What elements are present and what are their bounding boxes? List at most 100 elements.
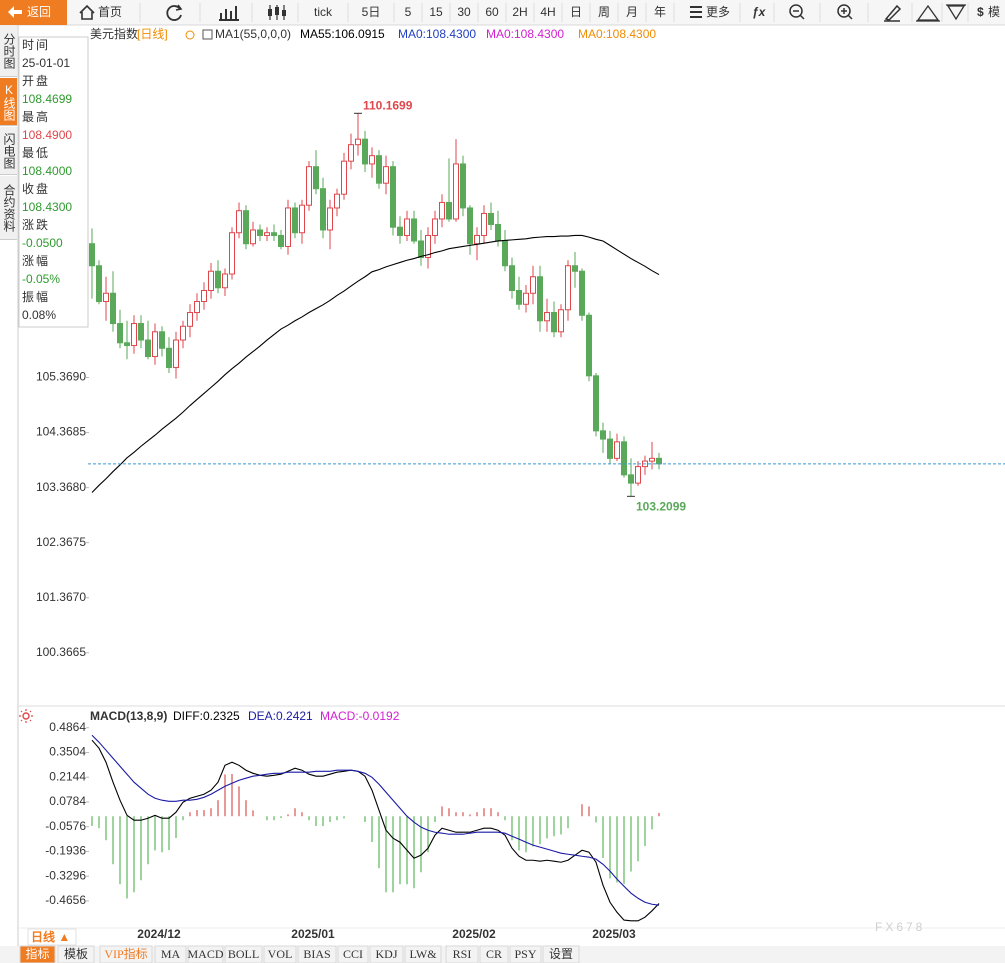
bottom-tab[interactable]: MACD — [187, 947, 223, 961]
period-selector[interactable] — [27, 928, 77, 946]
more-button[interactable]: 更多 — [706, 5, 730, 19]
bottom-tab-bg[interactable] — [224, 945, 263, 963]
simulate-button[interactable]: 模 — [988, 5, 1000, 19]
bottom-tab[interactable]: KDJ — [375, 947, 397, 961]
bottom-tab-bg[interactable] — [187, 945, 224, 963]
info-value: 0.08% — [22, 308, 56, 322]
candle-body — [593, 375, 599, 432]
period-button[interactable]: 周 — [598, 5, 610, 19]
bottom-tab[interactable]: VOL — [268, 947, 293, 961]
bottom-tab-bg[interactable] — [99, 945, 153, 963]
zoom-in-icon[interactable] — [837, 4, 851, 18]
candle-body — [446, 201, 452, 220]
period-selector-label[interactable]: 日线 ▲ — [31, 929, 70, 944]
bottom-tab-bg[interactable] — [337, 945, 369, 963]
bottom-tab[interactable]: MA — [161, 947, 181, 961]
bottom-tab[interactable]: CCI — [343, 947, 363, 961]
bottom-tab-bg[interactable] — [404, 945, 442, 963]
bottom-tab-bg[interactable] — [369, 945, 404, 963]
zoom-out-icon[interactable] — [789, 4, 803, 18]
macd-line — [91, 734, 660, 906]
legend-toggle[interactable] — [185, 30, 195, 40]
bottom-tab-bg[interactable] — [542, 945, 580, 963]
bottom-tab-bg[interactable] — [263, 945, 297, 963]
x-tick-label: 2024/12 — [137, 927, 181, 941]
period-button[interactable]: 60 — [485, 5, 499, 19]
candle-body — [299, 204, 305, 234]
period-button[interactable]: 30 — [457, 5, 471, 19]
bottom-tab-bg[interactable] — [445, 945, 479, 963]
bottom-tab-bg[interactable] — [479, 945, 509, 963]
side-tab[interactable]: 分时图 — [0, 26, 17, 77]
bottom-tab[interactable]: BOLL — [228, 947, 259, 961]
candle-body — [257, 229, 263, 236]
bottom-tab-bg[interactable] — [297, 945, 337, 963]
bottom-tab-bg[interactable] — [509, 945, 542, 963]
period-button[interactable]: 5 — [405, 5, 412, 19]
bottom-tab[interactable]: CR — [486, 947, 502, 961]
candle-body — [656, 457, 662, 465]
candle-body — [152, 331, 158, 358]
bar-chart-icon[interactable] — [219, 6, 239, 21]
candle-body — [236, 210, 242, 234]
info-value: 108.4000 — [22, 164, 72, 178]
settings-icon[interactable] — [19, 709, 33, 723]
bottom-tab[interactable]: BIAS — [303, 947, 330, 961]
bottom-tab[interactable]: 指标 — [25, 946, 49, 961]
bottom-tab-bg[interactable] — [154, 945, 187, 963]
period-button[interactable]: 4H — [540, 5, 555, 19]
candle-body — [341, 160, 347, 195]
refresh-icon[interactable] — [166, 5, 182, 21]
candle-body — [418, 240, 424, 258]
macd-title: MACD(13,8,9) — [90, 709, 167, 723]
candle-body — [362, 138, 368, 165]
bottom-tab[interactable]: 设置 — [549, 947, 573, 961]
info-value: 108.4900 — [22, 128, 72, 142]
side-tab[interactable]: 合约资料 — [0, 176, 17, 240]
ma-line — [91, 234, 660, 493]
bottom-tab[interactable]: VIP指标 — [104, 946, 147, 961]
bottom-tab[interactable]: LW& — [409, 947, 437, 961]
period-button[interactable]: 2H — [512, 5, 527, 19]
y-tick-label: 102.3675 — [36, 535, 86, 549]
draw-up-icon[interactable] — [916, 4, 940, 22]
home-button[interactable]: 首页 — [98, 5, 122, 19]
info-label: 涨幅 — [22, 253, 50, 268]
legend-entry: MA55:106.0915 — [300, 27, 385, 41]
candle-body — [572, 265, 578, 272]
period-button[interactable]: tick — [314, 5, 333, 19]
info-label: 最高 — [22, 109, 50, 124]
fx-icon[interactable]: ƒx — [752, 5, 767, 19]
bottom-tab-bg[interactable] — [19, 945, 56, 963]
candle-body — [481, 212, 487, 236]
info-label: 涨跌 — [22, 217, 50, 232]
candle-body — [278, 234, 284, 247]
candle-body — [222, 273, 228, 289]
bottom-tab[interactable]: PSY — [514, 947, 536, 961]
candle-body — [110, 292, 116, 325]
bottom-tab[interactable]: RSI — [453, 947, 472, 961]
x-tick-label: 2025/01 — [291, 927, 335, 941]
candle-body — [229, 232, 235, 275]
pen-icon[interactable] — [884, 4, 902, 22]
draw-down-icon[interactable] — [946, 4, 966, 21]
x-tick-label: 2025/03 — [592, 927, 636, 941]
candle-body — [334, 193, 340, 209]
bottom-tab[interactable]: 模板 — [64, 947, 88, 961]
period-button[interactable]: 年 — [654, 5, 666, 19]
info-value: -0.0500 — [22, 236, 63, 250]
period-button[interactable]: 15 — [429, 5, 443, 19]
back-button[interactable]: 返回 — [27, 5, 51, 19]
candle-body — [453, 163, 459, 220]
side-tab[interactable]: 闪电图 — [0, 127, 17, 175]
side-tab[interactable]: K线图 — [0, 78, 17, 126]
info-label: 收盘 — [22, 181, 50, 196]
x-tick-label: 2025/02 — [452, 927, 496, 941]
indicator-label: MA1(55,0,0,0) — [215, 27, 291, 41]
period-button[interactable]: 日 — [570, 5, 582, 19]
period-button[interactable]: 月 — [626, 5, 638, 19]
candle-icon-body — [268, 9, 272, 16]
bottom-tab-bg[interactable] — [57, 945, 95, 963]
period-button[interactable]: 5日 — [362, 5, 381, 19]
